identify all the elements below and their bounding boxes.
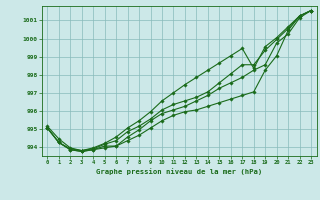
X-axis label: Graphe pression niveau de la mer (hPa): Graphe pression niveau de la mer (hPa) xyxy=(96,168,262,175)
